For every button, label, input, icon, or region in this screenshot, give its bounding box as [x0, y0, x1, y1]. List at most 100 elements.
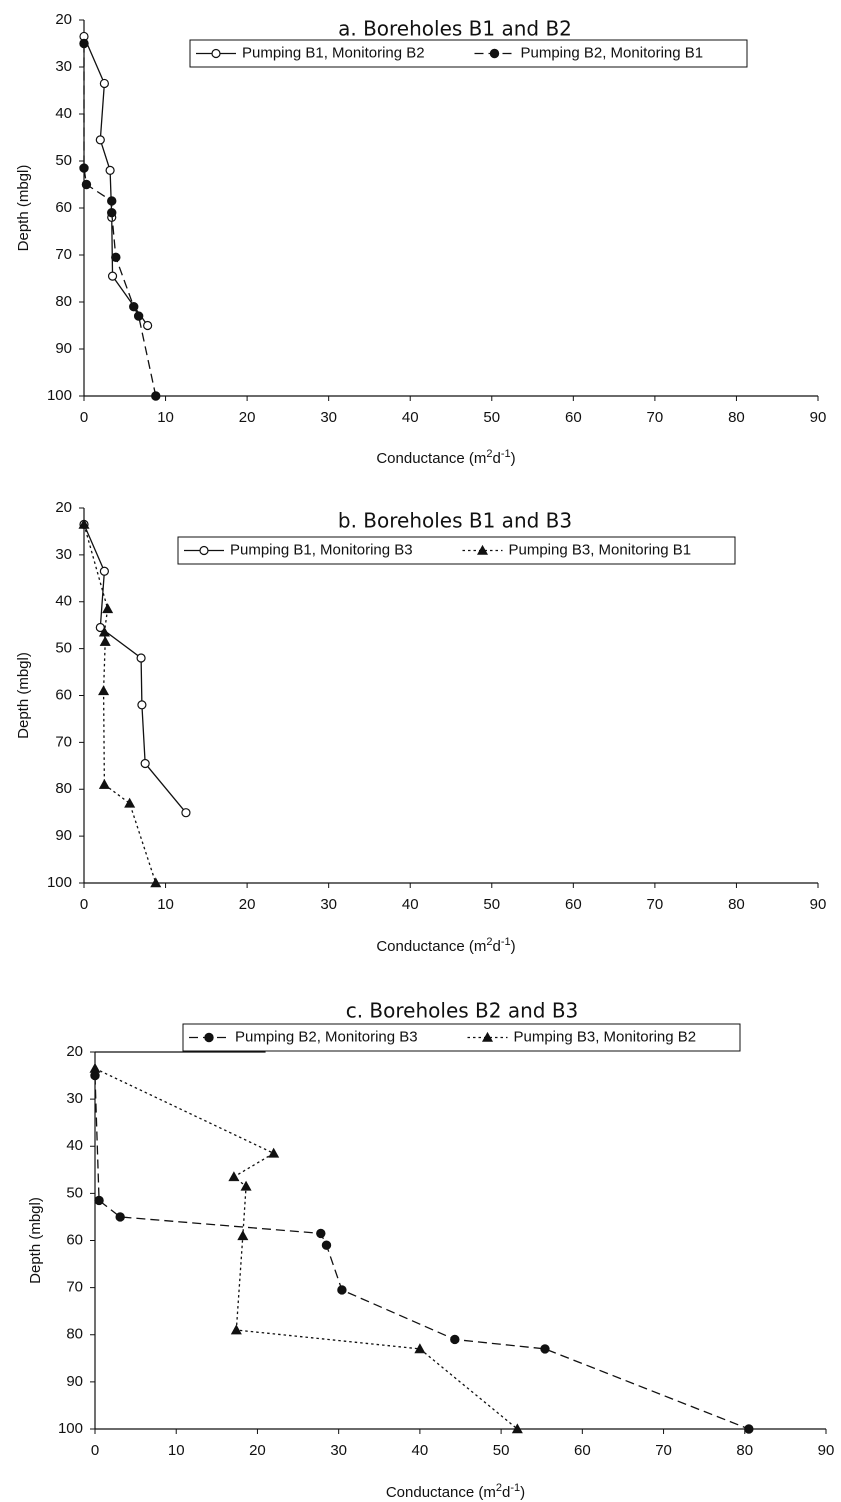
chart-panel-3: c. Boreholes B2 and B3 20 30 40 50 60 70 80 90 10…	[27, 999, 834, 1502]
data-point	[99, 566, 109, 576]
data-point	[133, 311, 144, 321]
series-2	[89, 1062, 523, 1434]
series-line	[83, 524, 187, 814]
legend-swatch-marker	[476, 544, 489, 555]
x-tick-label: 60	[574, 1442, 591, 1459]
x-tick-label: 90	[810, 409, 827, 426]
data-point	[228, 1171, 240, 1182]
series-line	[94, 1067, 518, 1430]
data-point	[237, 1230, 249, 1241]
y-tick-label: 90	[55, 827, 72, 844]
data-point	[98, 626, 110, 637]
legend-box	[182, 1023, 741, 1052]
x-tick-label: 40	[402, 896, 419, 913]
y-tick-label: 80	[55, 780, 72, 797]
series-line	[94, 1075, 750, 1430]
data-point	[137, 700, 147, 710]
y-tick-label: 70	[55, 246, 72, 263]
data-point	[98, 685, 110, 696]
y-tick-label: 100	[47, 387, 72, 404]
data-point	[151, 391, 161, 401]
x-tick-label: 0	[80, 409, 88, 426]
y-tick-label: 60	[55, 199, 72, 216]
x-tick-label: 10	[157, 409, 174, 426]
x-tick-label: 10	[168, 1442, 185, 1459]
data-point	[337, 1285, 347, 1295]
legend-box	[177, 536, 736, 565]
data-point	[89, 1062, 101, 1073]
x-tick-label: 50	[483, 409, 500, 426]
y-tick-label: 20	[55, 11, 72, 28]
data-point	[81, 179, 92, 190]
chart-title: a. Boreholes B1 and B2	[338, 17, 572, 41]
series-1	[90, 1070, 754, 1434]
y-tick-label: 50	[66, 1184, 83, 1201]
data-point	[143, 320, 153, 331]
y-tick-label: 60	[66, 1231, 83, 1248]
x-tick-label: 80	[728, 896, 745, 913]
x-tick-label: 50	[493, 1442, 510, 1459]
x-tick-label: 20	[239, 409, 256, 426]
legend-entry-label: Pumping B2, Monitoring B1	[521, 44, 704, 61]
legend-swatch-marker	[481, 1031, 494, 1042]
x-tick-label: 0	[80, 896, 88, 913]
x-tick-label: 70	[655, 1442, 672, 1459]
data-point	[107, 196, 117, 206]
x-tick-label: 40	[412, 1442, 429, 1459]
data-point	[450, 1334, 460, 1345]
x-axis-label: Conductance (m2d-1)	[376, 936, 515, 955]
y-tick-label: 100	[58, 1420, 83, 1437]
series-line	[83, 36, 149, 326]
legend: Pumping B2, Monitoring B3 Pumping B3, Mon…	[182, 1023, 741, 1052]
x-tick-label: 30	[320, 896, 337, 913]
legend-entry-label: Pumping B1, Monitoring B3	[230, 541, 413, 558]
chart-panel-2: b. Boreholes B1 and B3 20 30 40 50 60 70 80 90 10…	[15, 499, 826, 955]
legend-entry-label: Pumping B2, Monitoring B3	[235, 1028, 418, 1045]
y-tick-label: 20	[55, 499, 72, 516]
data-point	[124, 797, 136, 808]
legend-entry-label: Pumping B1, Monitoring B2	[242, 44, 425, 61]
data-point	[230, 1324, 242, 1335]
y-axis-label: Depth (mbgl)	[15, 165, 32, 252]
legend-entry-label: Pumping B3, Monitoring B2	[514, 1028, 697, 1045]
data-point	[79, 163, 89, 173]
legend-swatch-marker	[211, 48, 221, 59]
legend-swatch-marker	[489, 48, 500, 59]
x-axis-label: Conductance (m2d-1)	[376, 448, 515, 467]
y-tick-label: 20	[66, 1043, 83, 1060]
data-point	[140, 758, 150, 769]
chart-title: b. Boreholes B1 and B3	[338, 509, 572, 533]
data-point	[316, 1228, 326, 1239]
series-line	[83, 524, 157, 884]
data-point	[95, 135, 105, 145]
y-tick-label: 30	[66, 1090, 83, 1107]
x-tick-label: 20	[249, 1442, 266, 1459]
data-point	[129, 302, 139, 312]
x-axis-label: Conductance (m2d-1)	[386, 1482, 525, 1501]
y-tick-label: 90	[55, 340, 72, 357]
x-tick-label: 30	[330, 1442, 347, 1459]
series-1	[79, 31, 153, 331]
legend: Pumping B1, Monitoring B3 Pumping B3, Mon…	[177, 536, 736, 565]
data-point	[136, 653, 146, 663]
data-point	[79, 38, 89, 49]
data-point	[98, 778, 110, 789]
x-tick-label: 30	[320, 409, 337, 426]
chart-title: c. Boreholes B2 and B3	[346, 999, 579, 1023]
x-tick-label: 90	[810, 896, 827, 913]
data-point	[321, 1240, 332, 1250]
data-point	[181, 808, 191, 818]
legend: Pumping B1, Monitoring B2 Pumping B2, Mon…	[189, 39, 748, 68]
y-tick-label: 70	[66, 1279, 83, 1296]
series-2	[79, 38, 161, 401]
x-tick-label: 10	[157, 896, 174, 913]
chart-panel-1: a. Boreholes B1 and B2 20 30 40 50 60 70 80 90 10…	[15, 11, 826, 467]
data-point	[115, 1212, 125, 1222]
data-point	[94, 1195, 104, 1206]
y-tick-label: 30	[55, 546, 72, 563]
y-axis-label: Depth (mbgl)	[15, 652, 32, 739]
y-axis-label: Depth (mbgl)	[27, 1197, 44, 1284]
data-point	[511, 1423, 523, 1434]
data-point	[268, 1147, 280, 1158]
